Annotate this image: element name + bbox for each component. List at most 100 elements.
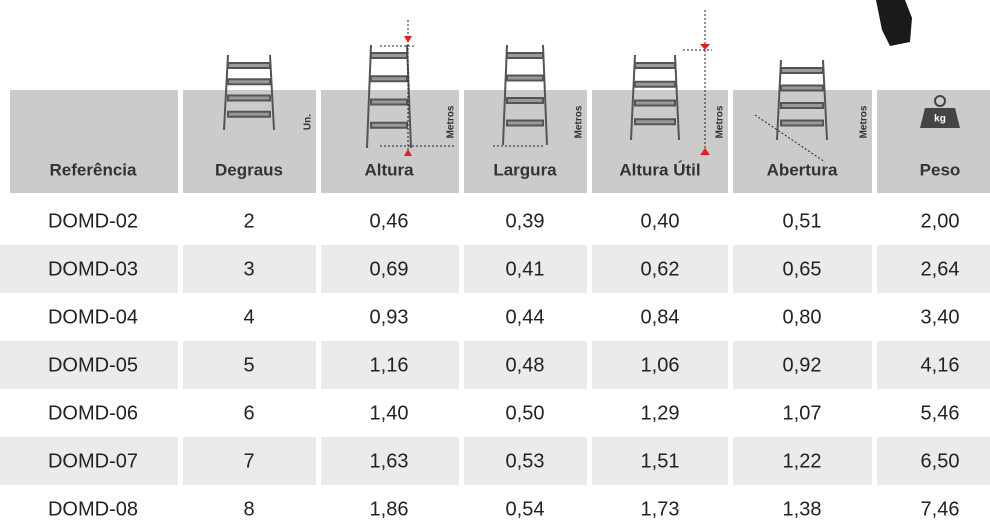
cell-text: 0,93 [370, 306, 409, 328]
cell-text: 1,22 [783, 450, 822, 472]
ladder-step [780, 119, 824, 127]
cell-text: 0,44 [506, 306, 545, 328]
ladder-step [370, 121, 408, 129]
cell-text: 2,64 [921, 258, 960, 280]
ladder-step [370, 52, 408, 59]
weight-icon [920, 108, 960, 128]
ladder-icon [223, 54, 275, 131]
cell-text: 2 [243, 210, 254, 232]
header-label: Altura [364, 160, 414, 179]
ladder-step [506, 97, 544, 104]
ladder-icon [630, 54, 680, 141]
cell-text: 5,46 [921, 402, 960, 424]
cell-text: 1,86 [370, 498, 409, 520]
cell-text: 1,63 [370, 450, 409, 472]
header-cell [877, 90, 990, 193]
ladder-icon [366, 44, 412, 149]
cell-text: 0,54 [506, 498, 545, 520]
cell-text: 0,80 [783, 306, 822, 328]
cell-text: 0,65 [783, 258, 822, 280]
ladder-rail [630, 54, 680, 141]
product-fragment [876, 0, 912, 46]
cell-text: DOMD-02 [48, 210, 138, 232]
dim-line [380, 10, 826, 163]
cell-text: 7 [243, 450, 254, 472]
cell-text: 1,16 [370, 354, 409, 376]
unit-label: Metros [715, 105, 726, 138]
header-label: Degraus [215, 160, 283, 179]
cell-text: 1,06 [641, 354, 680, 376]
col-gap [178, 90, 183, 529]
cell-text: DOMD-07 [48, 450, 138, 472]
cell-text: 0,50 [506, 402, 545, 424]
cell-text: 1,29 [641, 402, 680, 424]
header-cell [183, 90, 316, 193]
ladder-step [634, 62, 676, 69]
cell-text: 0,62 [641, 258, 680, 280]
cell-text: DOMD-06 [48, 402, 138, 424]
cell-text: 0,92 [783, 354, 822, 376]
cell-text: 0,46 [370, 210, 409, 232]
ladder-icon [502, 44, 548, 146]
cell-text: 4,16 [921, 354, 960, 376]
cell-text: 7,46 [921, 498, 960, 520]
cell-text: DOMD-04 [48, 306, 138, 328]
cell-text: 5 [243, 354, 254, 376]
ladder-step [780, 102, 824, 109]
ladder-step [370, 75, 408, 83]
cell-text: 2,00 [921, 210, 960, 232]
cell-text: 1,38 [783, 498, 822, 520]
header-label: Largura [493, 160, 557, 179]
cell-text: DOMD-08 [48, 498, 138, 520]
ladder-step [634, 80, 676, 88]
ladder-step [506, 52, 544, 59]
row-band [0, 437, 990, 485]
unit-label: Metros [574, 105, 585, 138]
cell-text: DOMD-03 [48, 258, 138, 280]
header-cell [321, 90, 459, 193]
col-gap [316, 90, 321, 529]
ladder-icon [776, 59, 828, 141]
cell-text: 1,07 [783, 402, 822, 424]
ladder-step [506, 74, 544, 82]
cell-text: 8 [243, 498, 254, 520]
header-label: Peso [920, 160, 961, 179]
cell-text: 0,41 [506, 258, 545, 280]
ladder-step [780, 84, 824, 92]
cell-text: DOMD-05 [48, 354, 138, 376]
unit-label: kg [934, 114, 946, 125]
ladder-rail [366, 44, 412, 149]
cell-text: 6 [243, 402, 254, 424]
cell-text: 1,73 [641, 498, 680, 520]
row-band [0, 245, 990, 293]
cell-text: 3,40 [921, 306, 960, 328]
ladder-step [370, 98, 408, 106]
cell-text: 3 [243, 258, 254, 280]
cell-text: 6,50 [921, 450, 960, 472]
cell-text: 0,48 [506, 354, 545, 376]
col-gap [459, 90, 464, 529]
cell-text: 1,51 [641, 450, 680, 472]
header-label: Abertura [767, 160, 838, 179]
cell-text: 0,51 [783, 210, 822, 232]
ladder-step [634, 118, 676, 126]
unit-label: Metros [859, 105, 870, 138]
cell-text: 0,84 [641, 306, 680, 328]
col-gap [872, 90, 877, 529]
cell-text: 0,39 [506, 210, 545, 232]
header-cell [10, 90, 178, 193]
unit-label: Metros [446, 105, 457, 138]
ladder-rail [502, 44, 548, 146]
weight-ring [934, 95, 946, 107]
ladder-step [506, 119, 544, 127]
ladder-step [227, 94, 271, 102]
cell-text: 4 [243, 306, 254, 328]
col-gap [587, 90, 592, 529]
cell-text: 0,69 [370, 258, 409, 280]
header-cell [464, 90, 587, 193]
ladder-step [227, 110, 271, 118]
unit-label: Un. [303, 114, 314, 130]
header-label: Altura Útil [619, 160, 700, 179]
ladder-step [227, 78, 271, 86]
